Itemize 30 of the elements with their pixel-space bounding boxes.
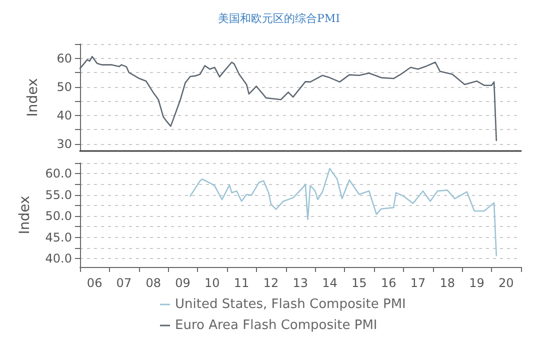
x-tick-label: 18 bbox=[440, 276, 455, 290]
y-tick-label: 40 bbox=[56, 108, 72, 122]
x-tick-label: 07 bbox=[116, 276, 132, 290]
chart-title: 美国和欧元区的综合PMI bbox=[218, 12, 340, 25]
x-tick-label: 16 bbox=[380, 276, 396, 290]
legend-label: Euro Area Flash Composite PMI bbox=[175, 318, 378, 333]
x-tick-label: 13 bbox=[292, 276, 308, 290]
x-tick-label: 06 bbox=[86, 276, 102, 290]
y-tick-label: 40.0 bbox=[45, 252, 72, 266]
x-tick-label: 09 bbox=[175, 276, 190, 290]
x-tick-label: 11 bbox=[234, 276, 250, 290]
y-tick-label: 60 bbox=[56, 51, 72, 66]
y-tick-label: 45.0 bbox=[45, 230, 72, 244]
y-tick-label: 50 bbox=[56, 80, 72, 94]
x-tick-label: 15 bbox=[351, 276, 367, 290]
x-tick-label: 10 bbox=[204, 276, 220, 290]
line-series bbox=[190, 168, 498, 256]
y-tick-label: 55.0 bbox=[45, 188, 72, 202]
legend-label: United States, Flash Composite PMI bbox=[175, 297, 406, 312]
x-tick-label: 12 bbox=[263, 276, 279, 290]
x-tick-label: 17 bbox=[410, 276, 426, 290]
y-axis-title: Index bbox=[17, 196, 33, 234]
y-tick-label: 30 bbox=[56, 136, 72, 151]
x-tick-label: 19 bbox=[469, 276, 484, 290]
y-tick-label: 60.0 bbox=[45, 166, 72, 181]
x-tick-label: 08 bbox=[146, 276, 162, 290]
x-tick-label: 14 bbox=[322, 276, 338, 290]
x-tick-label: 20 bbox=[498, 276, 514, 290]
y-axis-title: Index bbox=[25, 78, 41, 117]
y-tick-label: 50.0 bbox=[45, 209, 72, 224]
